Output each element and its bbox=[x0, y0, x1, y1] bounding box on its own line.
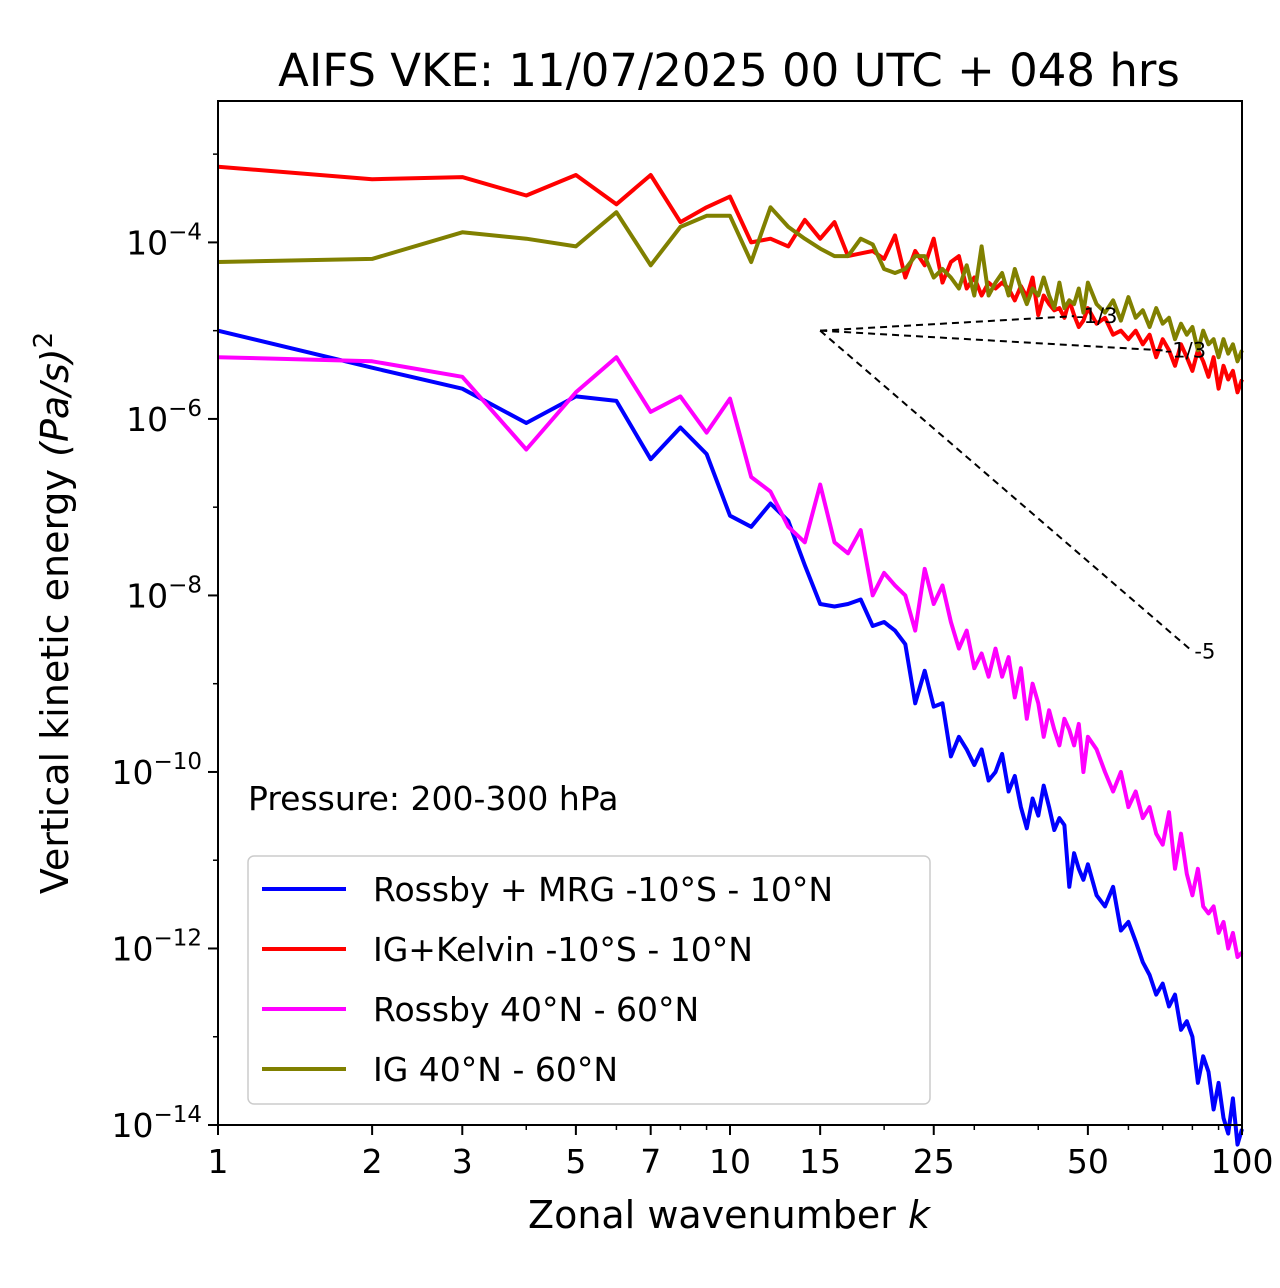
legend-entry-label: IG 40°N - 60°N bbox=[373, 1050, 618, 1089]
x-tick-label: 3 bbox=[452, 1142, 473, 1181]
y-tick-label: 10−12 bbox=[111, 925, 202, 968]
y-tick-label: 10−8 bbox=[126, 572, 202, 615]
y-axis-label-exp: 2 bbox=[29, 332, 59, 349]
pressure-annotation: Pressure: 200-300 hPa bbox=[248, 779, 618, 818]
reference-slope-label: -5 bbox=[1194, 639, 1215, 663]
legend-entry-label: Rossby + MRG -10°S - 10°N bbox=[373, 870, 833, 909]
y-tick-label: 10−14 bbox=[111, 1102, 202, 1145]
reference-slope-line bbox=[820, 329, 1163, 352]
reference-slope-line bbox=[819, 329, 1194, 653]
y-tick-label: 10−10 bbox=[111, 749, 202, 792]
x-tick-label: 5 bbox=[565, 1142, 586, 1181]
reference-slope-label: -1/3 bbox=[1165, 338, 1206, 362]
legend-entry-label: IG+Kelvin -10°S - 10°N bbox=[373, 930, 753, 969]
x-tick-label: 25 bbox=[913, 1142, 955, 1181]
y-axis-label-unit: (Pa/s) bbox=[33, 348, 77, 456]
series-line-2 bbox=[217, 355, 1244, 959]
series-line-0 bbox=[217, 328, 1244, 1147]
reference-slope-label: -1/3 bbox=[1076, 304, 1117, 328]
y-tick-label: 10−4 bbox=[126, 219, 202, 262]
x-tick-label: 15 bbox=[799, 1142, 841, 1181]
reference-slopes: -1/3 -1/3 -5 bbox=[819, 304, 1215, 663]
x-axis: 1 2 3 5 7 10 15 25 50 100 bbox=[208, 1125, 1274, 1181]
x-tick-label: 2 bbox=[362, 1142, 383, 1181]
x-tick-label: 10 bbox=[709, 1142, 751, 1181]
x-axis-label-text: Zonal wavenumber bbox=[528, 1193, 896, 1237]
y-axis-label: Vertical kinetic energy (Pa/s)2 bbox=[29, 332, 77, 894]
x-tick-label: 50 bbox=[1067, 1142, 1109, 1181]
series-line-3 bbox=[217, 205, 1244, 364]
series-layer bbox=[217, 164, 1244, 1147]
y-tick-label: 10−6 bbox=[126, 396, 202, 439]
chart-title: AIFS VKE: 11/07/2025 00 UTC + 048 hrs bbox=[278, 44, 1180, 97]
x-tick-label: 1 bbox=[208, 1142, 229, 1181]
x-tick-label: 7 bbox=[640, 1142, 661, 1181]
legend-frame bbox=[247, 855, 931, 1105]
x-axis-label: Zonal wavenumber k bbox=[528, 1193, 932, 1237]
y-axis-label-text: Vertical kinetic energy bbox=[33, 469, 77, 894]
legend-entry-label: Rossby 40°N - 60°N bbox=[373, 990, 699, 1029]
y-axis: 10−14 10−12 10−10 10−8 10−6 10−4 bbox=[111, 153, 218, 1145]
reference-slope-line bbox=[820, 315, 1075, 332]
legend: Rossby + MRG -10°S - 10°N IG+Kelvin -10°S… bbox=[247, 855, 931, 1105]
x-tick-label: 100 bbox=[1211, 1142, 1274, 1181]
x-axis-label-var: k bbox=[908, 1193, 932, 1237]
series-line-1 bbox=[217, 164, 1244, 395]
